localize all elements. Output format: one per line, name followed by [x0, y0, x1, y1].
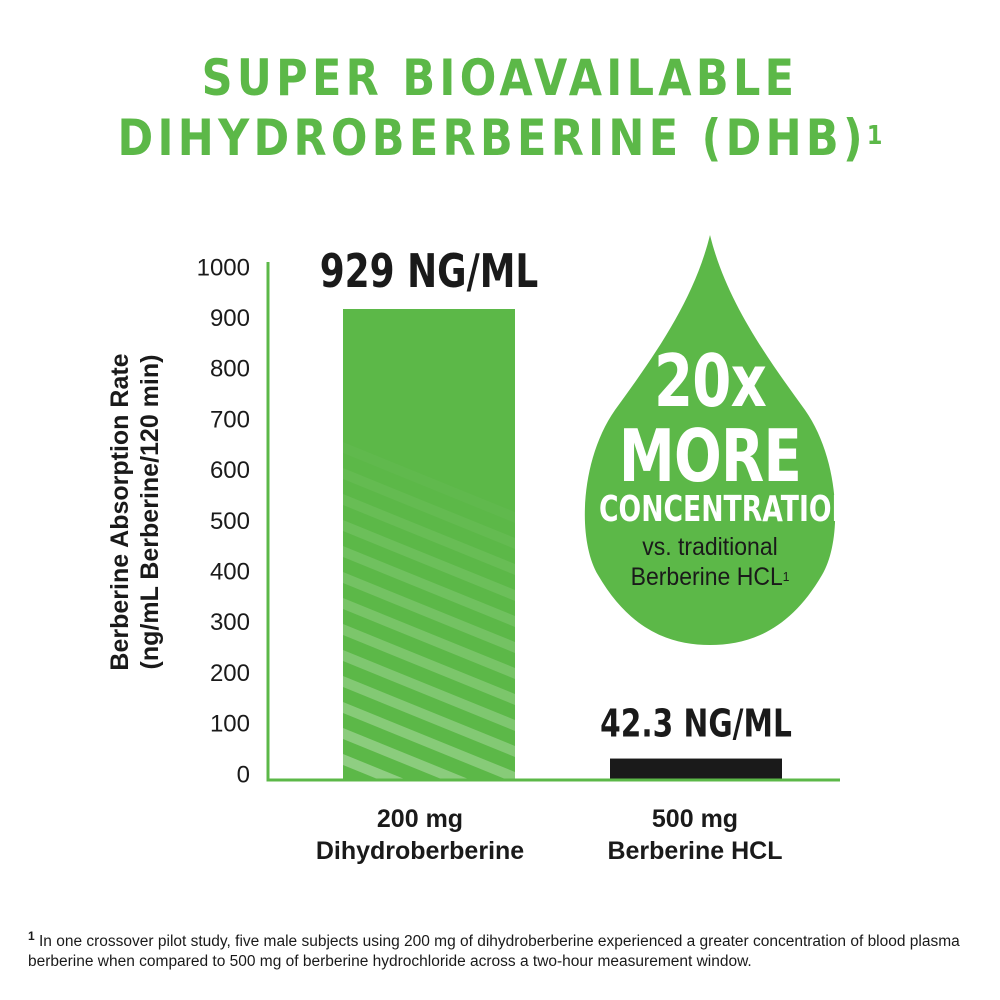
bar-stripe: [343, 494, 515, 575]
callout-berberine-hcl-text: Berberine HCL: [630, 563, 783, 591]
y-tick-label: 800: [210, 356, 250, 383]
bar-dihydroberberine: [343, 308, 515, 780]
title-line-2-text: DIHYDROBERBERINE (DHB): [117, 109, 867, 167]
title-line-1: SUPER BIOAVAILABLE: [201, 49, 799, 107]
y-tick-label: 400: [210, 559, 250, 586]
y-tick-label: 600: [210, 457, 250, 484]
bar-stripe: [343, 468, 515, 549]
y-tick-label: 300: [210, 609, 250, 636]
y-tick-label: 100: [210, 711, 250, 738]
title-line-2: DIHYDROBERBERINE (DHB)1: [70, 108, 930, 168]
y-tick-label: 700: [210, 406, 250, 433]
callout-concentration: CONCENTRATION: [599, 489, 854, 530]
bar-stripe: [343, 520, 515, 601]
bar-stripe: [343, 598, 515, 679]
x-category-1-line-2: Dihydroberberine: [315, 837, 525, 865]
y-tick-label: 1000: [197, 254, 250, 281]
bar-stripe: [343, 728, 471, 780]
data-label: 929 NG/ML: [320, 245, 539, 299]
y-tick-label: 0: [237, 761, 250, 788]
bar-stripe-pattern: [343, 468, 515, 780]
title-footnote-marker: 1: [866, 121, 883, 151]
y-tick-label: 200: [210, 660, 250, 687]
x-category-2-line-1: 500 mg: [651, 805, 739, 833]
callout-berberine-hcl: Berberine HCL1: [572, 562, 848, 592]
y-axis-label: Berberine Absorption Rate (ng/mL Berberi…: [105, 302, 165, 722]
data-label: 42.3 NG/ML: [600, 702, 792, 747]
bar-stripe: [343, 572, 515, 653]
callout-multiplier: 20x: [653, 339, 767, 423]
bar-stripe: [343, 546, 515, 627]
footnote-marker: 1: [28, 929, 35, 943]
bar-berberine-hcl: [610, 758, 782, 780]
footnote-text: In one crossover pilot study, five male …: [28, 933, 960, 971]
x-category-1: 200 mg Dihydroberberine: [290, 803, 550, 867]
drop-callout-shape: [584, 235, 836, 645]
x-category-1-line-1: 200 mg: [376, 805, 464, 833]
y-tick-label: 900: [210, 305, 250, 332]
bar-stripe: [343, 624, 515, 705]
y-axis-label-line-2: (ng/mL Berberine/120 min): [136, 354, 164, 670]
bar-stripe: [343, 702, 515, 780]
callout-more: MORE: [618, 414, 802, 498]
callout-vs: vs. traditional: [642, 533, 778, 561]
footnote: 1 In one crossover pilot study, five mal…: [28, 926, 988, 972]
x-category-2: 500 mg Berberine HCL: [560, 803, 830, 867]
y-tick-label: 500: [210, 508, 250, 535]
bar-stripe: [343, 676, 515, 757]
x-category-2-line-2: Berberine HCL: [607, 837, 783, 865]
callout-footnote-marker: 1: [782, 569, 790, 584]
y-axis-label-line-1: Berberine Absorption Rate: [106, 353, 134, 671]
bar-stripe: [343, 650, 515, 731]
bar-stripe: [343, 754, 407, 780]
